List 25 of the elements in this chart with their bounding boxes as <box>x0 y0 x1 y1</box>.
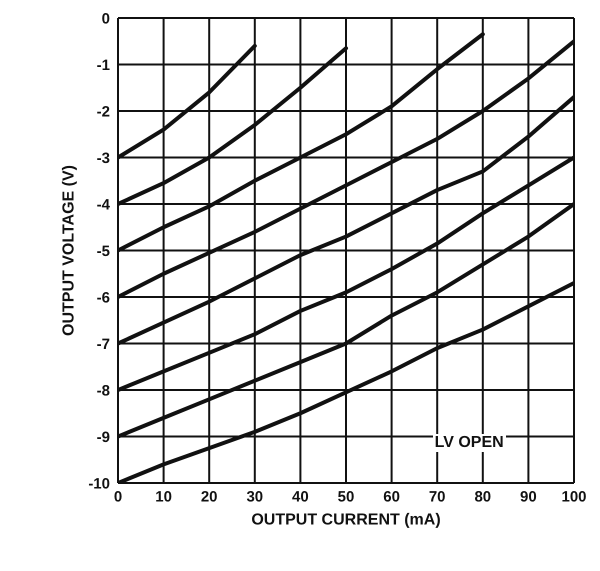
x-tick-label: 70 <box>428 488 446 506</box>
x-tick-label: 30 <box>246 488 264 506</box>
y-tick-label: 0 <box>102 10 110 28</box>
x-tick-label: 100 <box>561 488 587 506</box>
y-tick-label: -8 <box>96 382 110 400</box>
y-tick-label: -1 <box>96 56 110 74</box>
y-tick-label: -5 <box>96 242 110 260</box>
x-tick-label: 60 <box>383 488 400 506</box>
y-tick-label: -4 <box>96 196 111 214</box>
x-tick-label: 90 <box>520 488 537 506</box>
x-tick-label: 0 <box>114 488 122 506</box>
x-axis-title: OUTPUT CURRENT (mA) <box>251 511 441 528</box>
annotation: LV OPEN <box>432 434 506 452</box>
x-tick-label: 80 <box>474 488 492 506</box>
y-tick-label: -2 <box>96 103 110 120</box>
x-tick-label: 40 <box>292 488 309 506</box>
x-tick-label: 10 <box>155 488 172 506</box>
y-tick-label: -6 <box>96 289 110 306</box>
y-axis-title: OUTPUT VOLTAGE (V) <box>60 165 78 336</box>
y-tick-label: -7 <box>96 336 110 353</box>
y-tick-label: -3 <box>96 150 110 167</box>
x-tick-label: 50 <box>338 488 354 506</box>
y-tick-label: -9 <box>96 428 110 446</box>
y-tick-label: -10 <box>88 475 110 492</box>
x-tick-label: 20 <box>200 488 218 506</box>
